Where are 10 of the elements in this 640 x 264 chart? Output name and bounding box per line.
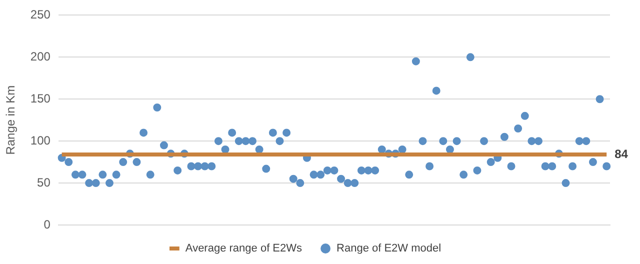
y-tick-label: 250 — [30, 8, 51, 22]
y-tick-label: 150 — [30, 91, 51, 106]
data-label: 84 — [614, 146, 628, 161]
legend-label: Range of E2W model — [336, 242, 442, 255]
y-tick-label: 50 — [37, 175, 51, 190]
y-tick-label: 0 — [44, 217, 51, 232]
y-tick-label: 100 — [30, 133, 51, 148]
y-tick-label: 200 — [30, 49, 51, 64]
y-axis-title: Range in Km — [4, 85, 18, 155]
legend-label: Average range of E2Ws — [185, 242, 303, 255]
